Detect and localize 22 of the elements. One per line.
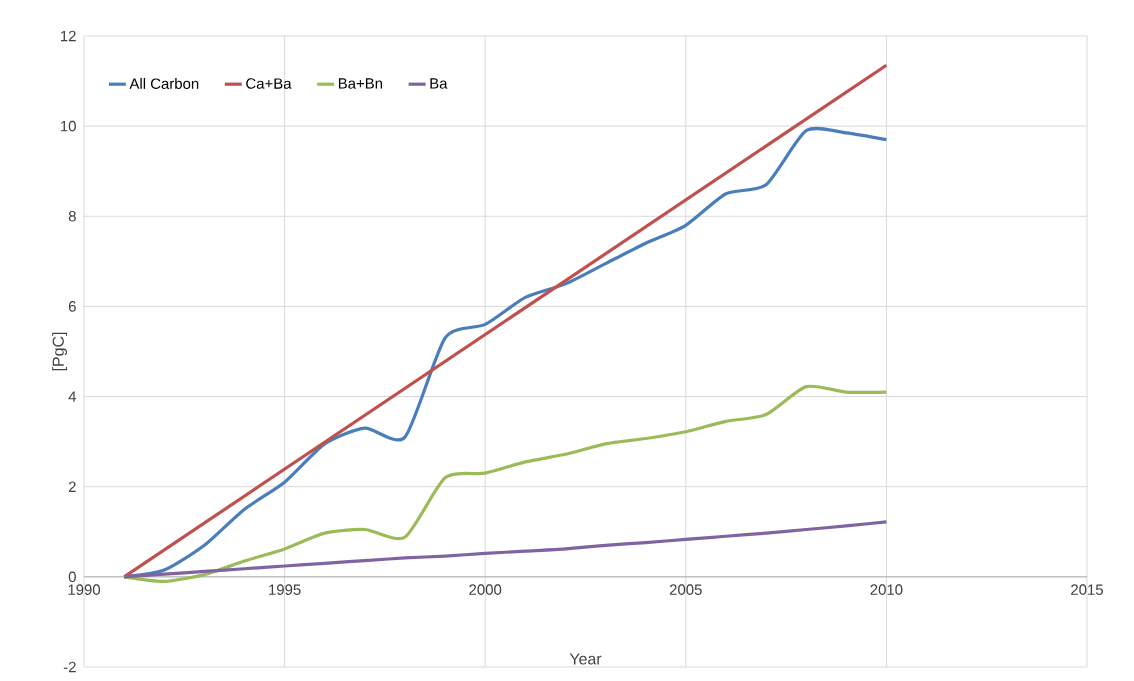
y-tick-label: 2 [68,481,76,492]
line-series [122,384,888,583]
y-tick-label: -2 [63,661,76,673]
legend-label: All Carbon [129,78,199,89]
x-axis-title: Year [569,653,602,665]
x-tick-label: 1995 [269,584,301,595]
y-tick-label: 6 [68,301,76,312]
line-series [122,520,888,579]
x-tick-label: 2010 [870,584,903,595]
legend-label: Ca+Ba [246,78,292,89]
y-axis-title: [PgC] [52,332,68,371]
x-tick-label: 2005 [669,584,702,595]
y-tick-label: 10 [61,120,76,132]
x-tick-label: 2015 [1071,584,1103,595]
x-tick-label: 2000 [469,584,502,595]
legend-label: Ba [430,78,448,89]
y-tick-label: 0 [68,571,76,583]
legend-label: Ba+Bn [338,78,383,89]
y-tick-label: 8 [68,210,76,222]
y-tick-label: 4 [68,391,77,402]
x-tick-label: 1990 [68,584,101,595]
y-tick-label: 12 [61,30,76,42]
